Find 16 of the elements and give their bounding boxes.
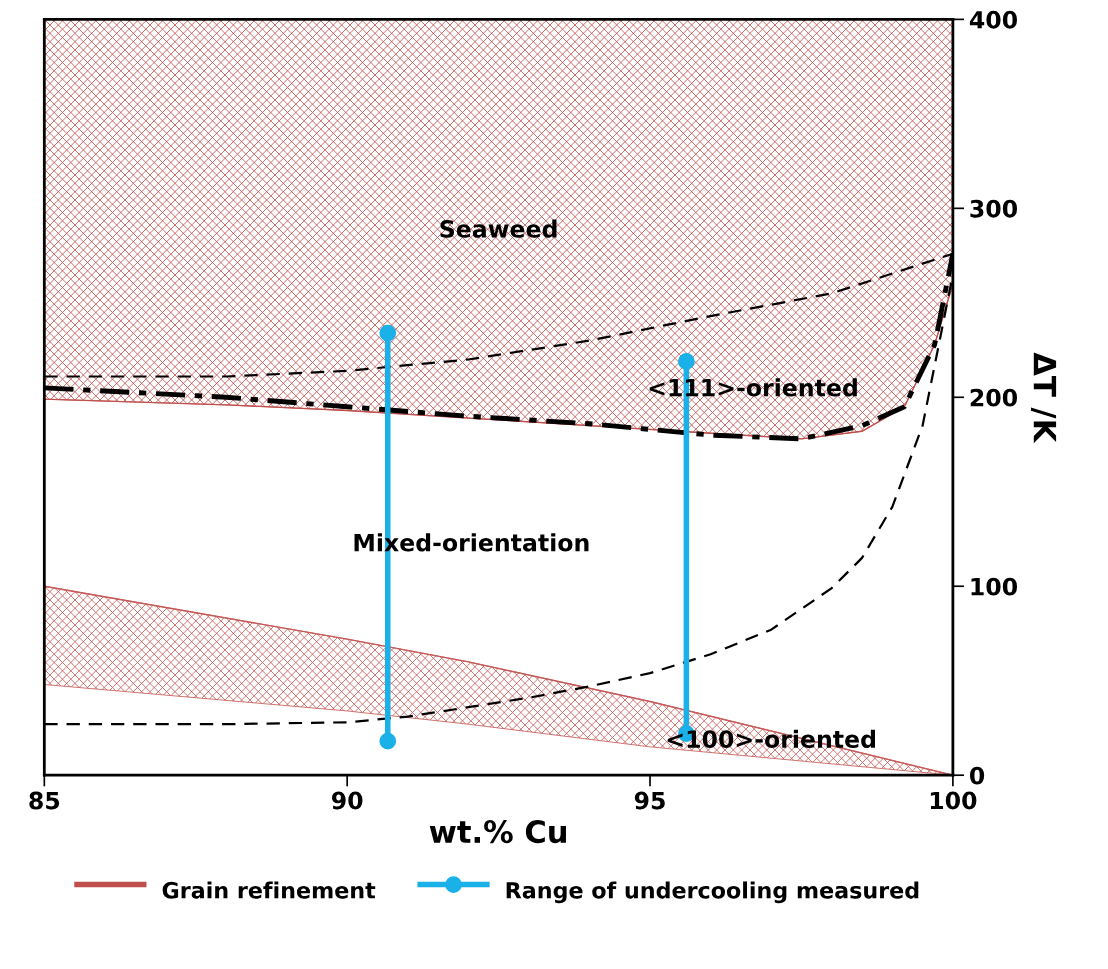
y-axis-title: ΔT /K <box>1030 352 1057 444</box>
y-tick-label: 100 <box>971 577 1018 596</box>
x-tick-label: 90 <box>331 791 363 810</box>
y-tick-label: 200 <box>970 388 1018 407</box>
y-tick-label: 0 <box>969 766 985 785</box>
x-tick-label: 95 <box>634 791 665 810</box>
x-tick-label: 100 <box>930 791 977 810</box>
x-tick-label: 85 <box>29 791 60 810</box>
y-tick-label: 400 <box>969 10 1018 29</box>
y-tick-label: 300 <box>970 199 1018 218</box>
point <box>379 324 397 342</box>
point <box>379 732 397 750</box>
legend-label: Range of undercooling measured <box>506 881 919 904</box>
point <box>678 353 695 370</box>
legend-label: Grain refinement <box>162 881 376 899</box>
x-axis-title: wt.% Cu <box>429 820 566 844</box>
